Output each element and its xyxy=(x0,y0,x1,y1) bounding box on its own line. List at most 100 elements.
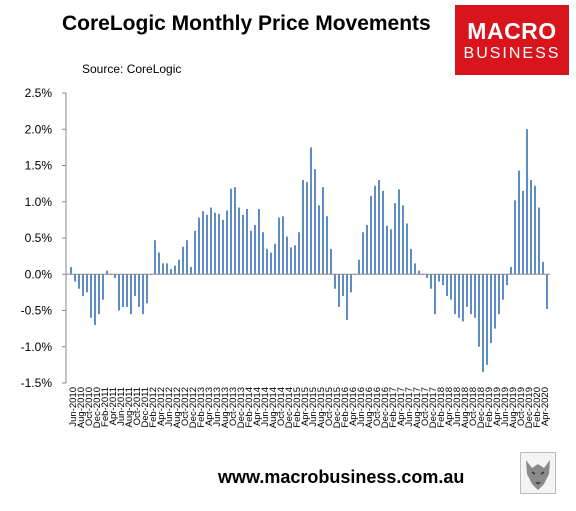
bar xyxy=(230,188,232,275)
bar xyxy=(406,223,408,275)
y-tick-label: 2.5% xyxy=(25,86,53,100)
bar xyxy=(466,274,468,307)
bar xyxy=(478,274,480,347)
bar xyxy=(470,274,472,315)
x-tick-label: Jun-2014 xyxy=(260,387,271,427)
bar xyxy=(94,274,96,325)
bar xyxy=(474,274,476,318)
bar xyxy=(518,170,520,275)
bar xyxy=(318,205,320,275)
x-tick-label: Feb-2012 xyxy=(148,387,159,428)
y-tick-label: -1.0% xyxy=(21,340,53,354)
bar xyxy=(186,240,188,275)
bar xyxy=(182,246,184,275)
x-tick-label: Oct-2011 xyxy=(132,387,143,425)
y-tick-label: 2.0% xyxy=(25,122,53,136)
x-tick-label: Feb-2020 xyxy=(532,387,543,428)
x-tick-label: Jun-2011 xyxy=(116,387,127,426)
bar xyxy=(358,259,360,275)
bar xyxy=(410,248,412,275)
x-tick-label: Jun-2013 xyxy=(212,387,223,427)
x-tick-label: Apr-2014 xyxy=(252,387,263,426)
bar xyxy=(138,274,140,307)
bar xyxy=(166,263,168,275)
x-tick-label: Dec-2013 xyxy=(236,387,247,428)
x-tick-label: Dec-2017 xyxy=(428,387,439,428)
bar xyxy=(418,270,420,275)
bar xyxy=(462,274,464,322)
bar xyxy=(490,274,492,344)
x-tick-label: Oct-2010 xyxy=(84,387,95,426)
bar xyxy=(442,274,444,286)
bar xyxy=(74,274,76,282)
website-url: www.macrobusiness.com.au xyxy=(218,467,465,487)
bar xyxy=(438,274,440,282)
bar xyxy=(346,274,348,320)
bar xyxy=(90,274,92,318)
x-tick-label: Oct-2014 xyxy=(276,387,287,426)
x-tick-label: Dec-2018 xyxy=(476,387,487,428)
bar xyxy=(450,274,452,300)
bar xyxy=(402,205,404,275)
logo-line-2: BUSINESS xyxy=(463,45,561,62)
bar xyxy=(82,274,84,296)
bar xyxy=(506,274,508,286)
bar xyxy=(214,212,216,275)
bar xyxy=(430,274,432,289)
y-tick-label: -0.5% xyxy=(21,304,53,318)
bar xyxy=(190,267,192,275)
x-tick-label: Aug-2017 xyxy=(412,387,423,428)
x-tick-label: Apr-2013 xyxy=(204,387,215,426)
x-tick-label: Aug-2018 xyxy=(460,387,471,428)
bar xyxy=(498,274,500,315)
bar xyxy=(526,129,528,275)
x-tick-label: Jun-2015 xyxy=(308,387,319,427)
y-axis-labels: 2.5% 2.0% 1.5% 1.0% 0.5% 0.0% -0.5% -1.0% -1.5% xyxy=(21,86,66,390)
x-tick-label: Feb-2015 xyxy=(292,387,303,428)
bar xyxy=(366,224,368,275)
x-tick-label: Oct-2017 xyxy=(420,387,431,426)
bar xyxy=(426,274,428,278)
bar xyxy=(130,274,132,315)
bar xyxy=(382,190,384,275)
bar xyxy=(298,232,300,275)
x-tick-label: Apr-2016 xyxy=(348,387,359,426)
bar xyxy=(122,274,124,307)
bar xyxy=(174,265,176,275)
x-tick-label: Aug-2013 xyxy=(220,387,231,428)
macrobusiness-logo: MACRO BUSINESS xyxy=(455,5,569,75)
bar xyxy=(246,209,248,275)
source-label: Source: CoreLogic xyxy=(82,62,182,76)
bar xyxy=(546,274,548,310)
bar xyxy=(394,203,396,275)
x-tick-label: Dec-2015 xyxy=(332,387,343,428)
bar xyxy=(258,209,260,275)
bar xyxy=(154,240,156,275)
bar xyxy=(330,248,332,275)
bar xyxy=(270,252,272,275)
x-tick-label: Jun-2010 xyxy=(68,387,79,427)
bar xyxy=(302,180,304,275)
bar xyxy=(326,216,328,275)
bar xyxy=(454,274,456,315)
y-tick-label: 1.0% xyxy=(25,195,53,209)
bar xyxy=(486,274,488,365)
x-tick-label: Apr-2015 xyxy=(300,387,311,426)
x-tick-label: Aug-2015 xyxy=(316,387,327,428)
bar xyxy=(482,274,484,373)
bar xyxy=(510,267,512,275)
bar xyxy=(226,210,228,275)
x-tick-label: Apr-2012 xyxy=(156,387,167,426)
x-tick-label: Oct-2012 xyxy=(180,387,191,426)
bar xyxy=(170,269,172,275)
x-tick-label: Apr-2019 xyxy=(492,387,503,426)
bar xyxy=(250,230,252,275)
bar xyxy=(70,267,72,275)
bar xyxy=(530,180,532,275)
bar xyxy=(78,274,80,289)
bar xyxy=(262,232,264,275)
bar xyxy=(350,274,352,293)
bar xyxy=(218,214,220,275)
bar xyxy=(158,252,160,275)
